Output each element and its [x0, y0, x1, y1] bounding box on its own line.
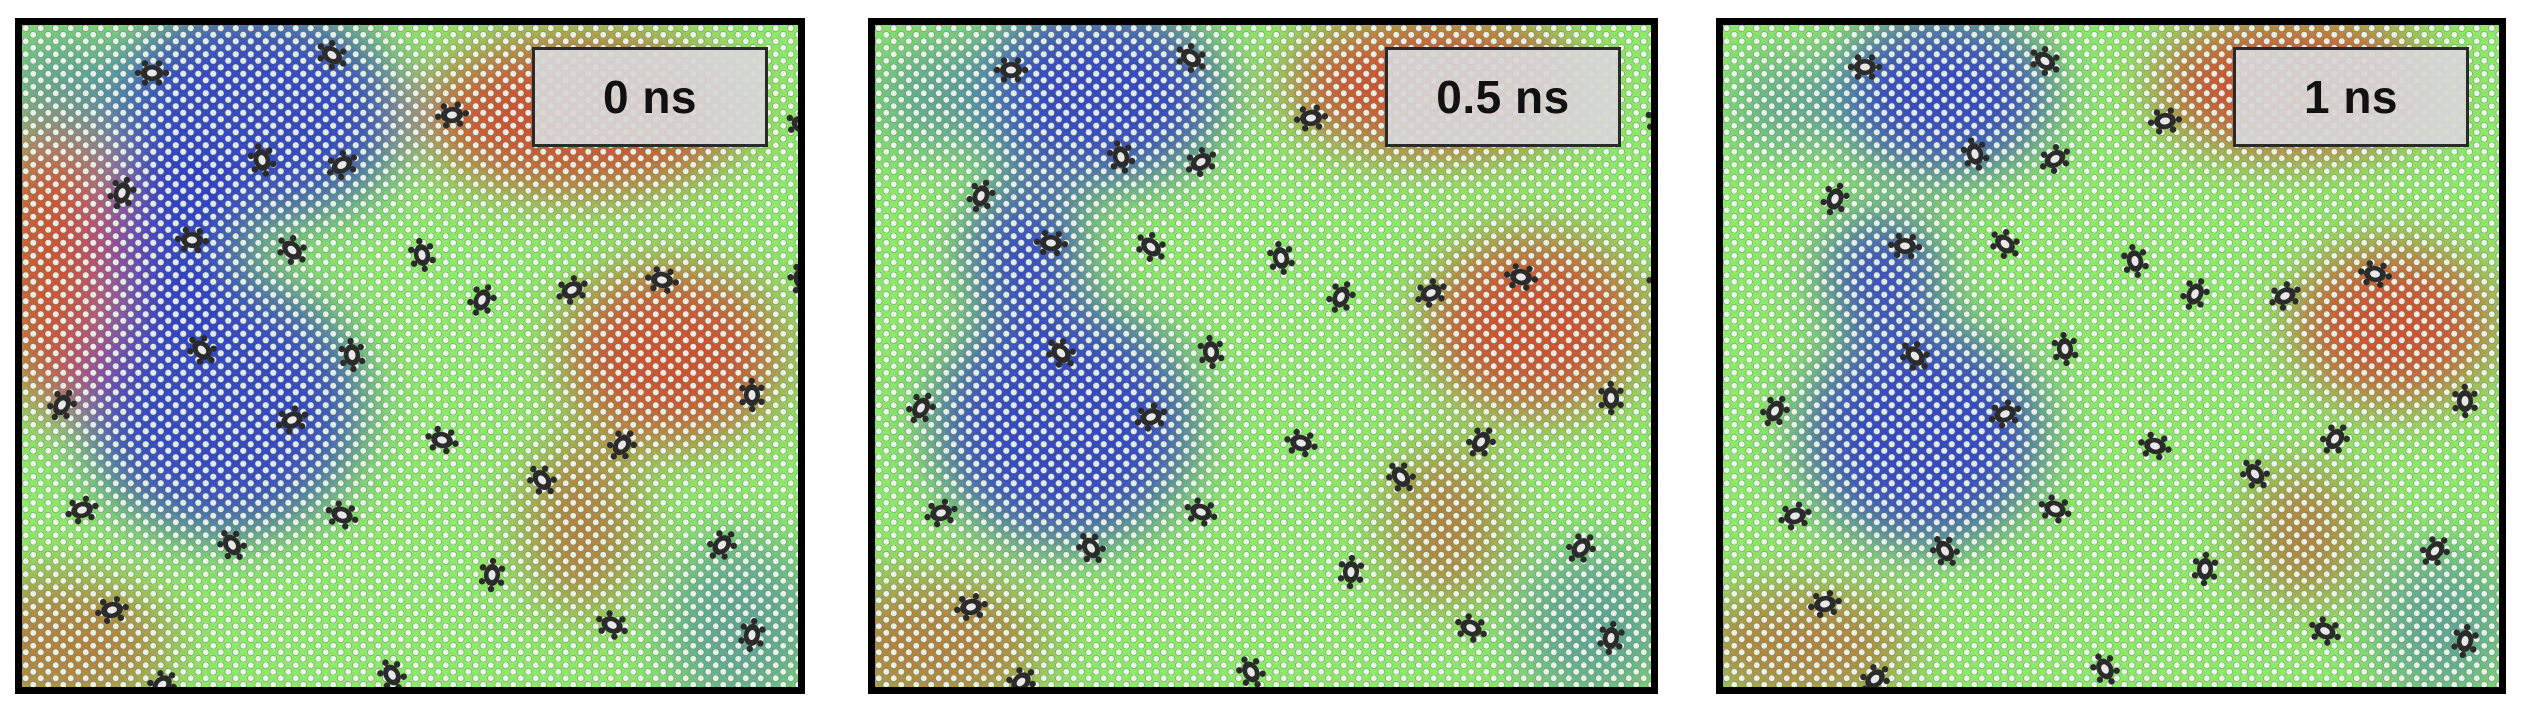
snapshot-panel-0ns: 0 ns [15, 18, 805, 694]
snapshot-panel-1ns: 1 ns [1716, 18, 2506, 694]
snapshot-panel-0-5ns: 0.5 ns [868, 18, 1658, 694]
time-label-0ns: 0 ns [532, 47, 768, 147]
time-label-0-5ns: 0.5 ns [1385, 47, 1621, 147]
time-label-1ns: 1 ns [2233, 47, 2469, 147]
